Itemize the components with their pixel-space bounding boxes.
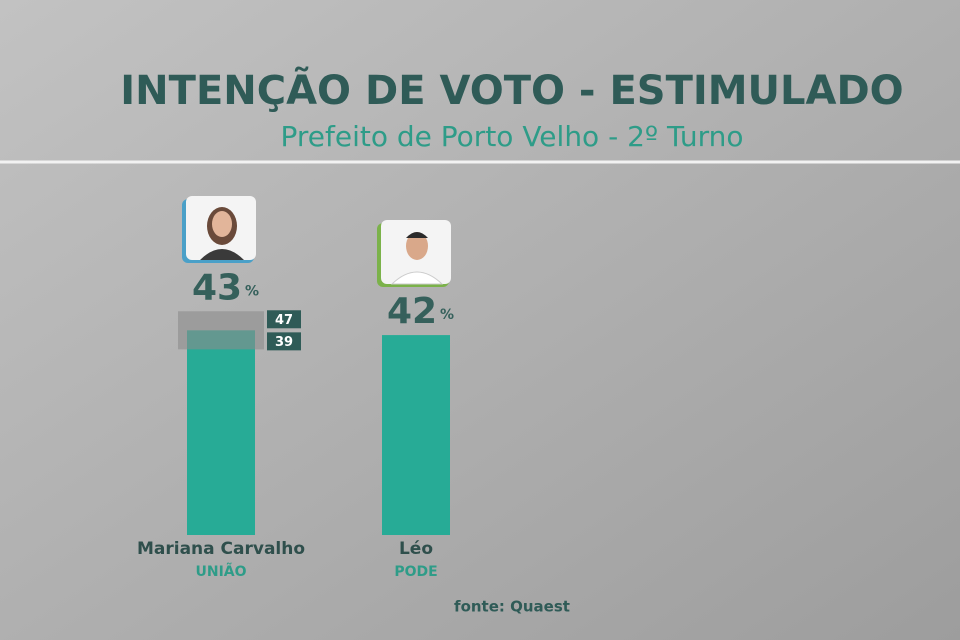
party-label: PODE [394,564,437,580]
category-label: Léo [399,539,433,559]
party-label: UNIÃO [195,563,246,580]
category-label: Mariana Carvalho [137,539,305,559]
value-unit: % [440,307,454,323]
bar [382,335,450,535]
source-note: fonte: Quaest [454,598,570,616]
range-label: 39 [275,335,293,350]
value-unit: % [245,283,259,299]
candidate-photo [182,196,256,263]
range-label-box [267,310,301,329]
range-label: 47 [275,313,293,328]
value-label: 42 [387,291,437,332]
value-label: 43 [192,267,242,308]
bar [187,330,255,535]
candidate-photo [377,220,451,287]
range-label-box [267,332,301,351]
chart-subtitle: Prefeito de Porto Velho - 2º Turno [281,120,744,153]
error-range [178,311,264,350]
chart-title: INTENÇÃO DE VOTO - ESTIMULADO [120,65,903,114]
